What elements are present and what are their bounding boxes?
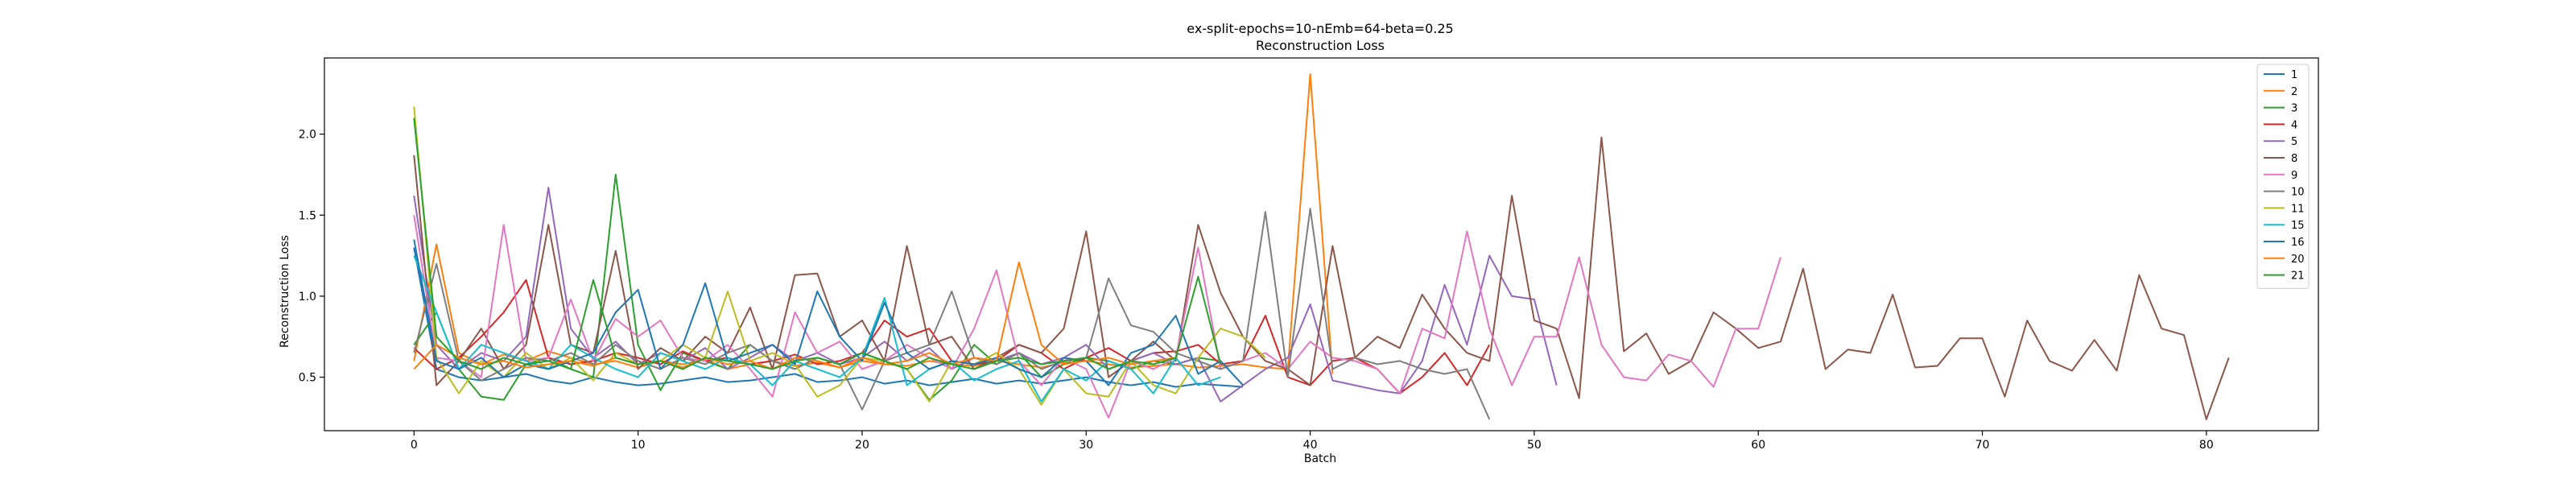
legend-label-4: 4 [2291,119,2297,131]
series-line-2 [413,73,1334,374]
plot-frame [324,57,2319,431]
series-line-20 [413,261,1176,370]
series-line-16 [413,239,1244,386]
legend-label-21: 21 [2291,270,2305,283]
legend-label-9: 9 [2291,170,2297,182]
series-line-10 [413,208,1491,420]
y-axis-label: Reconstruction Loss [279,235,291,348]
legend-label-1: 1 [2291,69,2297,81]
y-tick-label: 2.0 [299,129,316,142]
y-tick-label: 1.5 [299,209,316,222]
x-axis-label: Batch [1304,452,1336,465]
x-tick-label: 60 [1751,439,1765,452]
legend-label-5: 5 [2291,136,2297,148]
legend-label-11: 11 [2291,203,2305,215]
x-tick-label: 40 [1303,439,1318,452]
legend-box [2256,64,2310,289]
legend: 1 2 3 4 5 8 9 10 11 15 16 20 21 [2256,64,2310,289]
x-tick-label: 70 [1975,439,1990,452]
series-line-9 [413,215,1781,419]
x-tick-label: 10 [631,439,646,452]
legend-label-2: 2 [2291,86,2297,98]
x-tick-label: 80 [2199,439,2214,452]
plot-area: 0 10 20 30 40 50 60 70 80 0.5 1.0 1.5 2.0 [299,57,2319,452]
series-line-8 [413,136,2230,420]
series-line-11 [413,106,1266,406]
legend-label-3: 3 [2291,103,2297,115]
x-tick-label: 20 [855,439,869,452]
legend-label-8: 8 [2291,153,2297,165]
y-tick-label: 1.0 [299,291,316,303]
x-tick-label: 0 [411,439,418,452]
legend-label-15: 15 [2291,220,2305,232]
legend-label-10: 10 [2291,187,2305,199]
x-tick-label: 30 [1079,439,1093,452]
chart-subtitle: Reconstruction Loss [1256,38,1385,53]
x-tick-label: 50 [1527,439,1542,452]
chart-title: ex-split-epochs=10-nEmb=64-beta=0.25 [1187,21,1453,36]
series-line-21 [413,118,1222,370]
legend-label-16: 16 [2291,237,2305,249]
legend-label-20: 20 [2291,254,2305,266]
y-tick-label: 0.5 [299,372,316,385]
